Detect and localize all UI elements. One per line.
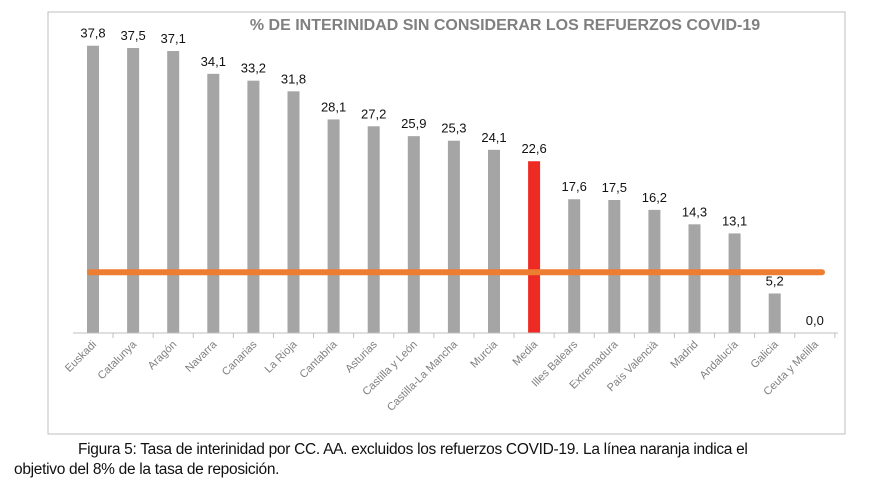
chart-title: % DE INTERINIDAD SIN CONSIDERAR LOS REFU… <box>250 17 760 34</box>
bar <box>608 200 621 333</box>
bar <box>488 149 500 333</box>
caption-line2: objetivo del 8% de la tasa de reposición… <box>14 461 280 478</box>
bar <box>728 233 741 333</box>
data-label: 37,5 <box>120 28 145 43</box>
bar <box>528 161 541 333</box>
data-label: 25,3 <box>441 121 466 136</box>
data-label: 37,1 <box>161 31 186 46</box>
bar <box>167 51 180 333</box>
bar <box>688 224 701 333</box>
bar <box>247 80 260 334</box>
bar <box>207 73 220 333</box>
x-tick-label: Aragón <box>146 339 180 373</box>
data-label: 37,8 <box>80 26 105 41</box>
bar <box>327 119 340 333</box>
x-tick-label: Media <box>511 338 541 368</box>
data-label: 25,9 <box>401 116 426 131</box>
data-label: 14,3 <box>682 204 707 219</box>
x-tick-label: Asturias <box>343 338 380 375</box>
chart-frame <box>47 11 846 435</box>
data-label: 34,1 <box>201 54 226 69</box>
data-label: 13,1 <box>722 213 747 228</box>
bar <box>568 199 581 333</box>
data-label: 33,2 <box>241 61 266 76</box>
x-tick-label: Navarra <box>183 338 220 375</box>
data-label: 16,2 <box>642 190 667 205</box>
data-label: 31,8 <box>281 71 306 86</box>
figure-caption: Figura 5: Tasa de interinidad por CC. AA… <box>14 440 874 480</box>
bar <box>287 91 300 333</box>
x-tick-label: Andalucía <box>698 338 742 382</box>
data-label: 22,6 <box>521 141 546 156</box>
data-label: 24,1 <box>481 130 506 145</box>
data-label: 17,6 <box>562 179 587 194</box>
data-label: 17,5 <box>602 180 627 195</box>
caption-line1: Figura 5: Tasa de interinidad por CC. AA… <box>78 441 748 458</box>
x-tick-label: Cantabria <box>298 338 341 381</box>
bar <box>447 140 460 333</box>
data-label: 27,2 <box>361 106 386 121</box>
bar <box>87 45 99 333</box>
x-tick-label: Castilla-La Mancha <box>385 338 461 414</box>
data-label: 0,0 <box>806 313 824 328</box>
x-tick-label: Madrid <box>668 339 700 371</box>
x-tick-label: Catalunya <box>96 338 140 382</box>
x-tick-label: Canarias <box>220 338 260 378</box>
bar <box>127 48 140 333</box>
bar <box>367 126 380 333</box>
x-tick-label: Euskadi <box>63 339 99 375</box>
bar <box>407 136 420 333</box>
x-tick-label: Galicia <box>749 338 782 371</box>
bar-chart: % DE INTERINIDAD SIN CONSIDERAR LOS REFU… <box>47 11 846 435</box>
x-tick-label: La Rioja <box>263 338 301 376</box>
data-label: 28,1 <box>321 99 346 114</box>
data-label: 5,2 <box>766 273 784 288</box>
bar <box>768 293 781 333</box>
x-tick-label: Murcia <box>468 338 500 370</box>
